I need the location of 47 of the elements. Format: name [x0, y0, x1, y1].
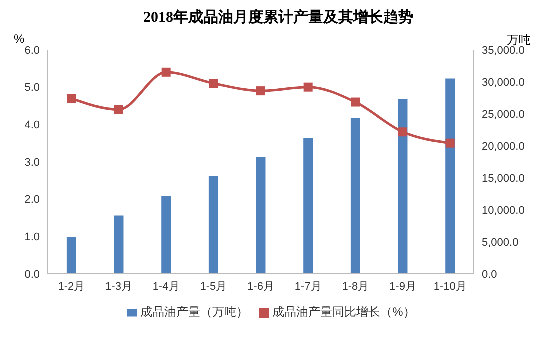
y2-tick-label: 25,000.0: [482, 108, 525, 121]
point: [114, 105, 124, 114]
y-tick-label: 1.0: [24, 232, 40, 244]
bar: [66, 238, 76, 274]
y2-tick-label: 15,000.0: [482, 172, 525, 185]
point: [162, 68, 171, 77]
x-tick-label: 1-4月: [152, 280, 180, 293]
point: [351, 98, 360, 107]
point: [304, 82, 313, 92]
y-tick-label: 6.0: [24, 44, 40, 57]
point: [398, 128, 408, 137]
legend-label: 成品油产量（万吨）: [140, 305, 249, 319]
point: [209, 79, 218, 88]
bar: [304, 138, 314, 274]
x-tick-label: 1-9月: [390, 280, 416, 293]
x-tick-label: 1-7月: [294, 280, 322, 293]
y-tick-label: 2.0: [24, 194, 40, 206]
bar: [350, 118, 360, 274]
y2-tick-label: 0.0: [482, 268, 498, 281]
y-tick-label: 0.0: [24, 268, 40, 281]
x-tick-label: 1-2月: [58, 280, 86, 293]
bar: [162, 196, 172, 274]
x-tick-label: 1-6月: [248, 280, 274, 293]
x-tick-label: 1-10月: [434, 280, 467, 293]
x-tick-label: 1-5月: [200, 280, 228, 293]
y2-tick-label: 30,000.0: [482, 76, 525, 89]
y-tick-label: 5.0: [24, 82, 40, 94]
legend-label: 成品油产量同比增长（%）: [272, 305, 416, 319]
y-tick-label: 3.0: [24, 156, 40, 169]
bar: [398, 99, 408, 274]
y2-tick-label: 5,000.0: [482, 236, 519, 249]
y2-axis-title: 万吨: [507, 32, 531, 47]
point: [446, 138, 455, 148]
y2-tick-label: 20,000.0: [482, 140, 525, 153]
bar: [208, 176, 218, 274]
bar: [114, 216, 124, 274]
y2-tick-label: 35,000.0: [482, 44, 525, 57]
x-tick-label: 1-3月: [106, 280, 132, 293]
y-tick-label: 4.0: [24, 120, 40, 132]
point: [67, 94, 76, 104]
y-axis-title: %: [14, 32, 25, 46]
y2-tick-label: 10,000.0: [482, 204, 525, 217]
chart-title: 2018年成品油月度累计产量及其增长趋势: [142, 8, 414, 28]
point: [256, 86, 266, 96]
bar: [256, 158, 266, 274]
bar: [446, 78, 456, 274]
x-tick-label: 1-8月: [342, 280, 370, 293]
